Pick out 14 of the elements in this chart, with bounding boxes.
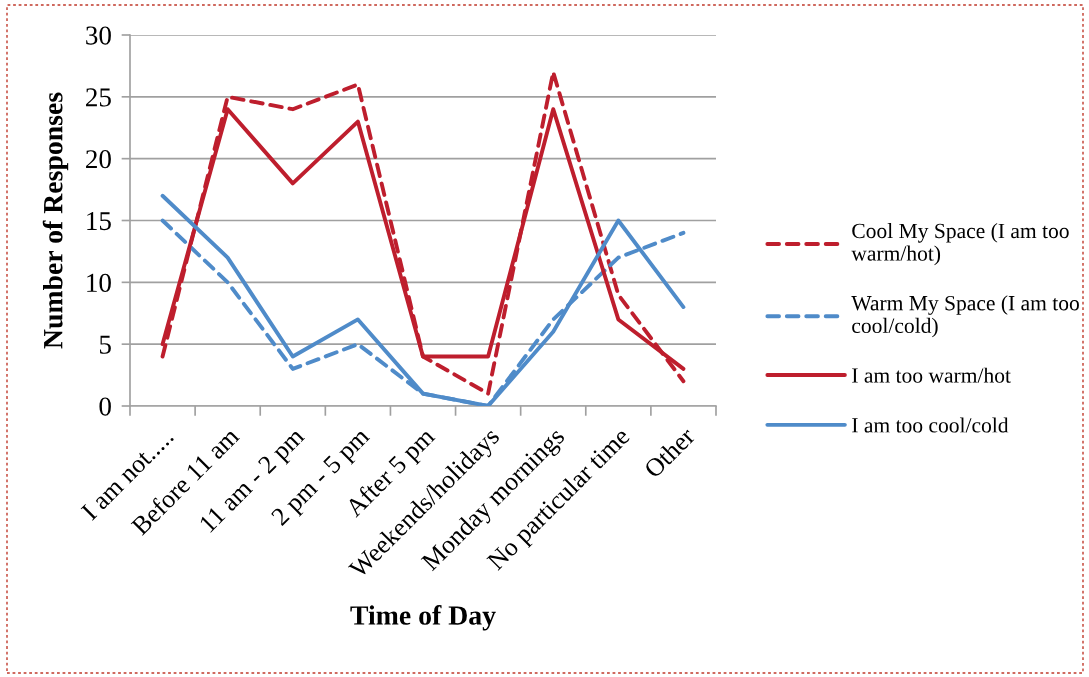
legend-label: I am too cool/cold <box>852 417 1009 433</box>
y-tick-label: 30 <box>86 26 111 45</box>
legend-label: I am too warm/hot <box>852 367 1011 383</box>
y-tick-label: 25 <box>86 88 111 107</box>
y-tick-label: 0 <box>99 397 111 416</box>
y-tick-label: 5 <box>99 335 111 354</box>
legend-label: Cool My Space (I am too warm/hot) <box>851 223 1069 266</box>
x-axis-title: Time of Day <box>350 605 496 631</box>
y-tick-label: 20 <box>86 150 111 169</box>
line-series <box>160 70 686 396</box>
legend-label: Warm My Space (I am too cool/cold) <box>851 295 1079 338</box>
y-axis-title: Number of Responses <box>42 92 69 349</box>
y-tick-label: 10 <box>87 273 111 292</box>
y-tick-label: 15 <box>87 212 111 231</box>
